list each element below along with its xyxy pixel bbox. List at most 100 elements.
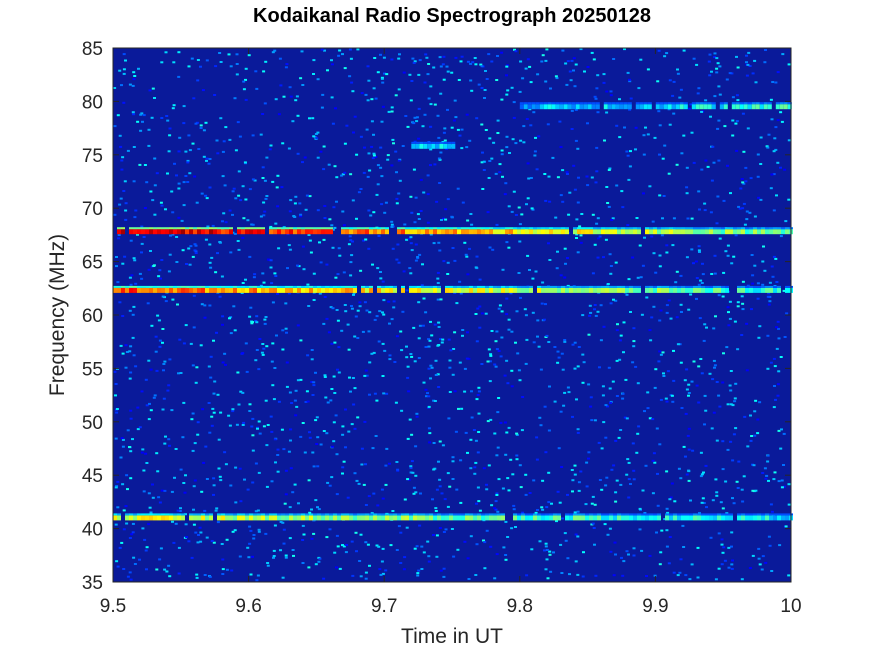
band-halo-cell — [429, 227, 433, 230]
noise-cell — [510, 369, 514, 372]
band-cell — [421, 229, 425, 235]
band-cell — [465, 229, 469, 235]
noise-cell — [513, 48, 516, 51]
noise-cell — [415, 415, 419, 418]
band-cell — [517, 287, 521, 293]
noise-cell — [722, 271, 726, 274]
band-halo-cell — [133, 227, 137, 230]
noise-cell — [170, 490, 174, 493]
band-halo-cell — [185, 285, 189, 288]
noise-cell — [561, 368, 565, 371]
noise-cell — [193, 175, 197, 178]
band-halo-cell — [373, 513, 377, 516]
noise-cell — [332, 375, 336, 378]
band-cell — [261, 287, 265, 293]
band-halo-cell — [575, 102, 580, 105]
noise-cell — [319, 443, 323, 446]
band-halo-cell — [773, 285, 777, 288]
noise-cell — [532, 111, 536, 114]
noise-cell — [446, 108, 449, 111]
band-cell — [705, 515, 709, 521]
band-cell — [699, 104, 704, 110]
noise-cell — [427, 345, 431, 348]
band-halo-cell — [381, 285, 385, 288]
noise-cell — [676, 72, 680, 75]
noise-cell — [541, 281, 545, 284]
noise-cell — [269, 144, 273, 147]
noise-cell — [216, 152, 220, 155]
band-cell — [377, 287, 381, 293]
noise-cell — [288, 248, 292, 251]
noise-cell — [697, 283, 701, 286]
band-halo-cell — [571, 102, 576, 105]
noise-cell — [288, 391, 292, 394]
noise-cell — [396, 468, 400, 471]
noise-cell — [122, 190, 126, 192]
noise-cell — [658, 443, 662, 446]
noise-cell — [429, 103, 433, 106]
noise-cell — [335, 493, 339, 496]
noise-cell — [438, 485, 442, 488]
noise-cell — [316, 436, 320, 439]
noise-cell — [420, 568, 424, 570]
noise-cell — [613, 541, 617, 544]
noise-cell — [478, 509, 482, 512]
noise-cell — [736, 99, 740, 102]
noise-cell — [388, 322, 391, 325]
noise-cell — [215, 507, 219, 510]
noise-cell — [536, 319, 540, 322]
noise-cell — [368, 393, 371, 396]
noise-cell — [609, 550, 613, 553]
band-cell — [473, 229, 477, 235]
noise-cell — [533, 150, 537, 153]
noise-cell — [550, 502, 553, 505]
noise-cell — [735, 94, 739, 97]
noise-cell — [189, 245, 193, 248]
band-cell — [621, 229, 625, 235]
band-cell — [777, 287, 781, 293]
noise-cell — [625, 150, 629, 153]
band-halo-cell — [513, 285, 517, 288]
band-halo-cell — [417, 285, 421, 288]
noise-cell — [533, 154, 537, 157]
band-cell — [113, 515, 117, 521]
noise-cell — [487, 464, 491, 467]
band-halo-cell — [653, 227, 657, 230]
noise-cell — [301, 422, 305, 424]
band-cell — [129, 287, 133, 293]
noise-cell — [300, 50, 304, 53]
band-halo-cell — [509, 227, 513, 230]
noise-cell — [221, 568, 225, 571]
noise-cell — [177, 372, 180, 375]
noise-cell — [262, 201, 266, 204]
noise-cell — [622, 351, 625, 354]
noise-cell — [364, 93, 368, 96]
noise-cell — [349, 274, 353, 277]
noise-cell — [121, 445, 125, 448]
noise-cell — [299, 339, 303, 342]
noise-cell — [741, 181, 745, 184]
noise-cell — [730, 563, 734, 566]
noise-cell — [122, 72, 126, 75]
noise-cell — [214, 271, 218, 274]
noise-cell — [238, 135, 242, 138]
band-cell — [317, 515, 321, 521]
noise-cell — [194, 252, 198, 254]
noise-cell — [446, 261, 450, 264]
noise-cell — [724, 250, 728, 253]
noise-cell — [279, 84, 283, 87]
band-halo-cell — [181, 227, 185, 230]
band-cell — [157, 287, 161, 293]
band-halo-cell — [249, 285, 253, 288]
noise-cell — [335, 453, 339, 456]
band-halo-cell — [541, 513, 545, 516]
band-halo-cell — [669, 513, 673, 516]
band-halo-cell — [253, 285, 257, 288]
noise-cell — [581, 353, 585, 356]
noise-cell — [776, 394, 780, 397]
noise-cell — [731, 497, 734, 500]
noise-cell — [451, 373, 455, 376]
noise-cell — [733, 320, 737, 323]
noise-cell — [698, 251, 701, 253]
noise-cell — [732, 502, 736, 505]
